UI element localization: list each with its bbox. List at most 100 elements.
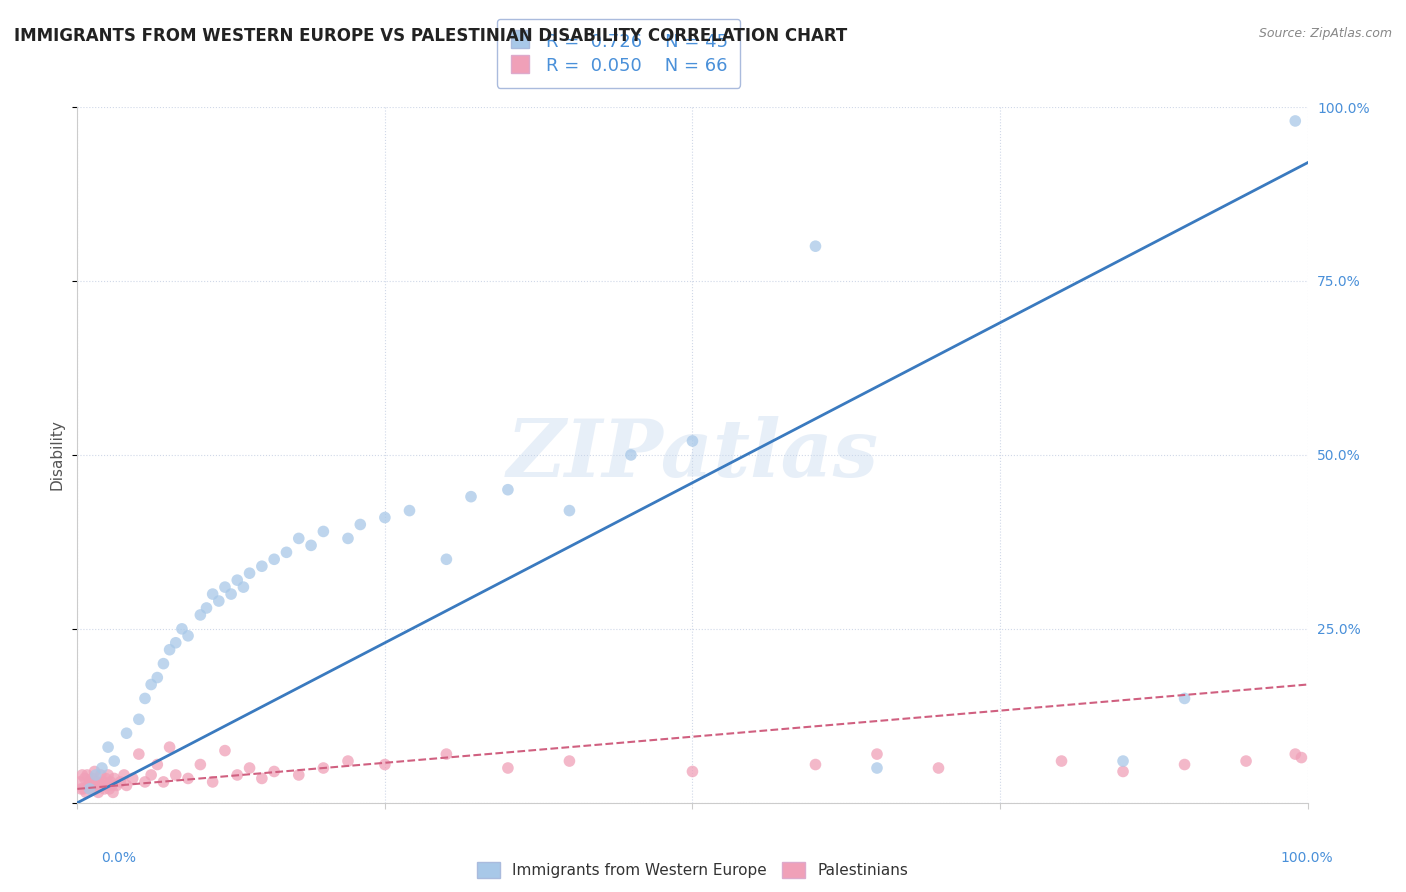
Point <box>93 781 115 796</box>
Point <box>1284 747 1306 761</box>
Legend: Immigrants from Western Europe, Palestinians: Immigrants from Western Europe, Palestin… <box>470 855 915 886</box>
Point <box>804 757 827 772</box>
Point <box>152 775 174 789</box>
Point <box>337 532 360 546</box>
Point <box>219 587 242 601</box>
Point <box>214 580 236 594</box>
Text: 100.0%: 100.0% <box>1281 851 1333 865</box>
Point <box>177 629 200 643</box>
Point <box>460 490 482 504</box>
Point <box>70 781 93 796</box>
Point <box>201 587 224 601</box>
Point <box>84 768 107 782</box>
Point <box>337 754 360 768</box>
Point <box>620 448 643 462</box>
Y-axis label: Disability: Disability <box>49 419 65 491</box>
Point <box>79 775 101 789</box>
Point <box>312 761 335 775</box>
Point <box>159 642 181 657</box>
Point <box>80 781 103 796</box>
Point <box>134 775 156 789</box>
Point <box>83 764 105 779</box>
Point <box>128 747 150 761</box>
Point <box>288 532 311 546</box>
Point <box>112 768 135 782</box>
Point <box>349 517 371 532</box>
Point <box>76 768 98 782</box>
Point <box>263 552 285 566</box>
Point <box>250 772 273 786</box>
Point <box>91 775 114 789</box>
Point <box>1112 764 1135 779</box>
Point <box>558 503 581 517</box>
Point <box>201 775 224 789</box>
Point <box>98 781 121 796</box>
Point <box>152 657 174 671</box>
Point <box>558 754 581 768</box>
Point <box>103 754 125 768</box>
Point <box>146 757 169 772</box>
Point <box>866 747 889 761</box>
Text: 0.0%: 0.0% <box>101 851 136 865</box>
Point <box>94 772 117 786</box>
Text: IMMIGRANTS FROM WESTERN EUROPE VS PALESTINIAN DISABILITY CORRELATION CHART: IMMIGRANTS FROM WESTERN EUROPE VS PALEST… <box>14 27 848 45</box>
Point <box>121 772 143 786</box>
Point <box>682 434 704 448</box>
Point <box>299 538 322 552</box>
Point <box>159 740 181 755</box>
Point <box>1234 754 1257 768</box>
Point <box>82 772 104 786</box>
Point <box>141 768 163 782</box>
Point <box>1174 691 1197 706</box>
Point <box>101 778 124 793</box>
Point <box>195 601 218 615</box>
Point <box>436 552 458 566</box>
Point <box>398 503 420 517</box>
Point <box>188 607 212 622</box>
Point <box>1112 754 1135 768</box>
Point <box>276 545 298 559</box>
Point <box>90 778 114 793</box>
Point <box>232 580 254 594</box>
Point <box>69 775 91 789</box>
Point <box>105 778 128 793</box>
Point <box>75 785 97 799</box>
Point <box>177 772 200 786</box>
Point <box>72 781 94 796</box>
Point <box>226 573 249 587</box>
Point <box>84 781 107 796</box>
Point <box>87 785 110 799</box>
Text: ZIPatlas: ZIPatlas <box>506 417 879 493</box>
Point <box>97 768 120 782</box>
Point <box>134 691 156 706</box>
Point <box>86 775 108 789</box>
Point <box>141 677 163 691</box>
Point <box>496 761 519 775</box>
Point <box>226 768 249 782</box>
Point <box>170 622 193 636</box>
Point <box>312 524 335 539</box>
Point <box>101 785 124 799</box>
Point <box>682 764 704 779</box>
Point <box>239 761 262 775</box>
Point <box>263 764 285 779</box>
Point <box>214 744 236 758</box>
Point <box>100 775 122 789</box>
Point <box>115 778 138 793</box>
Point <box>165 636 187 650</box>
Point <box>77 778 100 793</box>
Point <box>82 778 104 793</box>
Point <box>73 772 96 786</box>
Point <box>208 594 231 608</box>
Text: Source: ZipAtlas.com: Source: ZipAtlas.com <box>1258 27 1392 40</box>
Point <box>103 772 125 786</box>
Point <box>804 239 827 253</box>
Point <box>110 775 132 789</box>
Point <box>90 761 114 775</box>
Point <box>866 761 889 775</box>
Point <box>146 671 169 685</box>
Point <box>374 510 396 524</box>
Point <box>496 483 519 497</box>
Point <box>115 726 138 740</box>
Point <box>79 781 101 796</box>
